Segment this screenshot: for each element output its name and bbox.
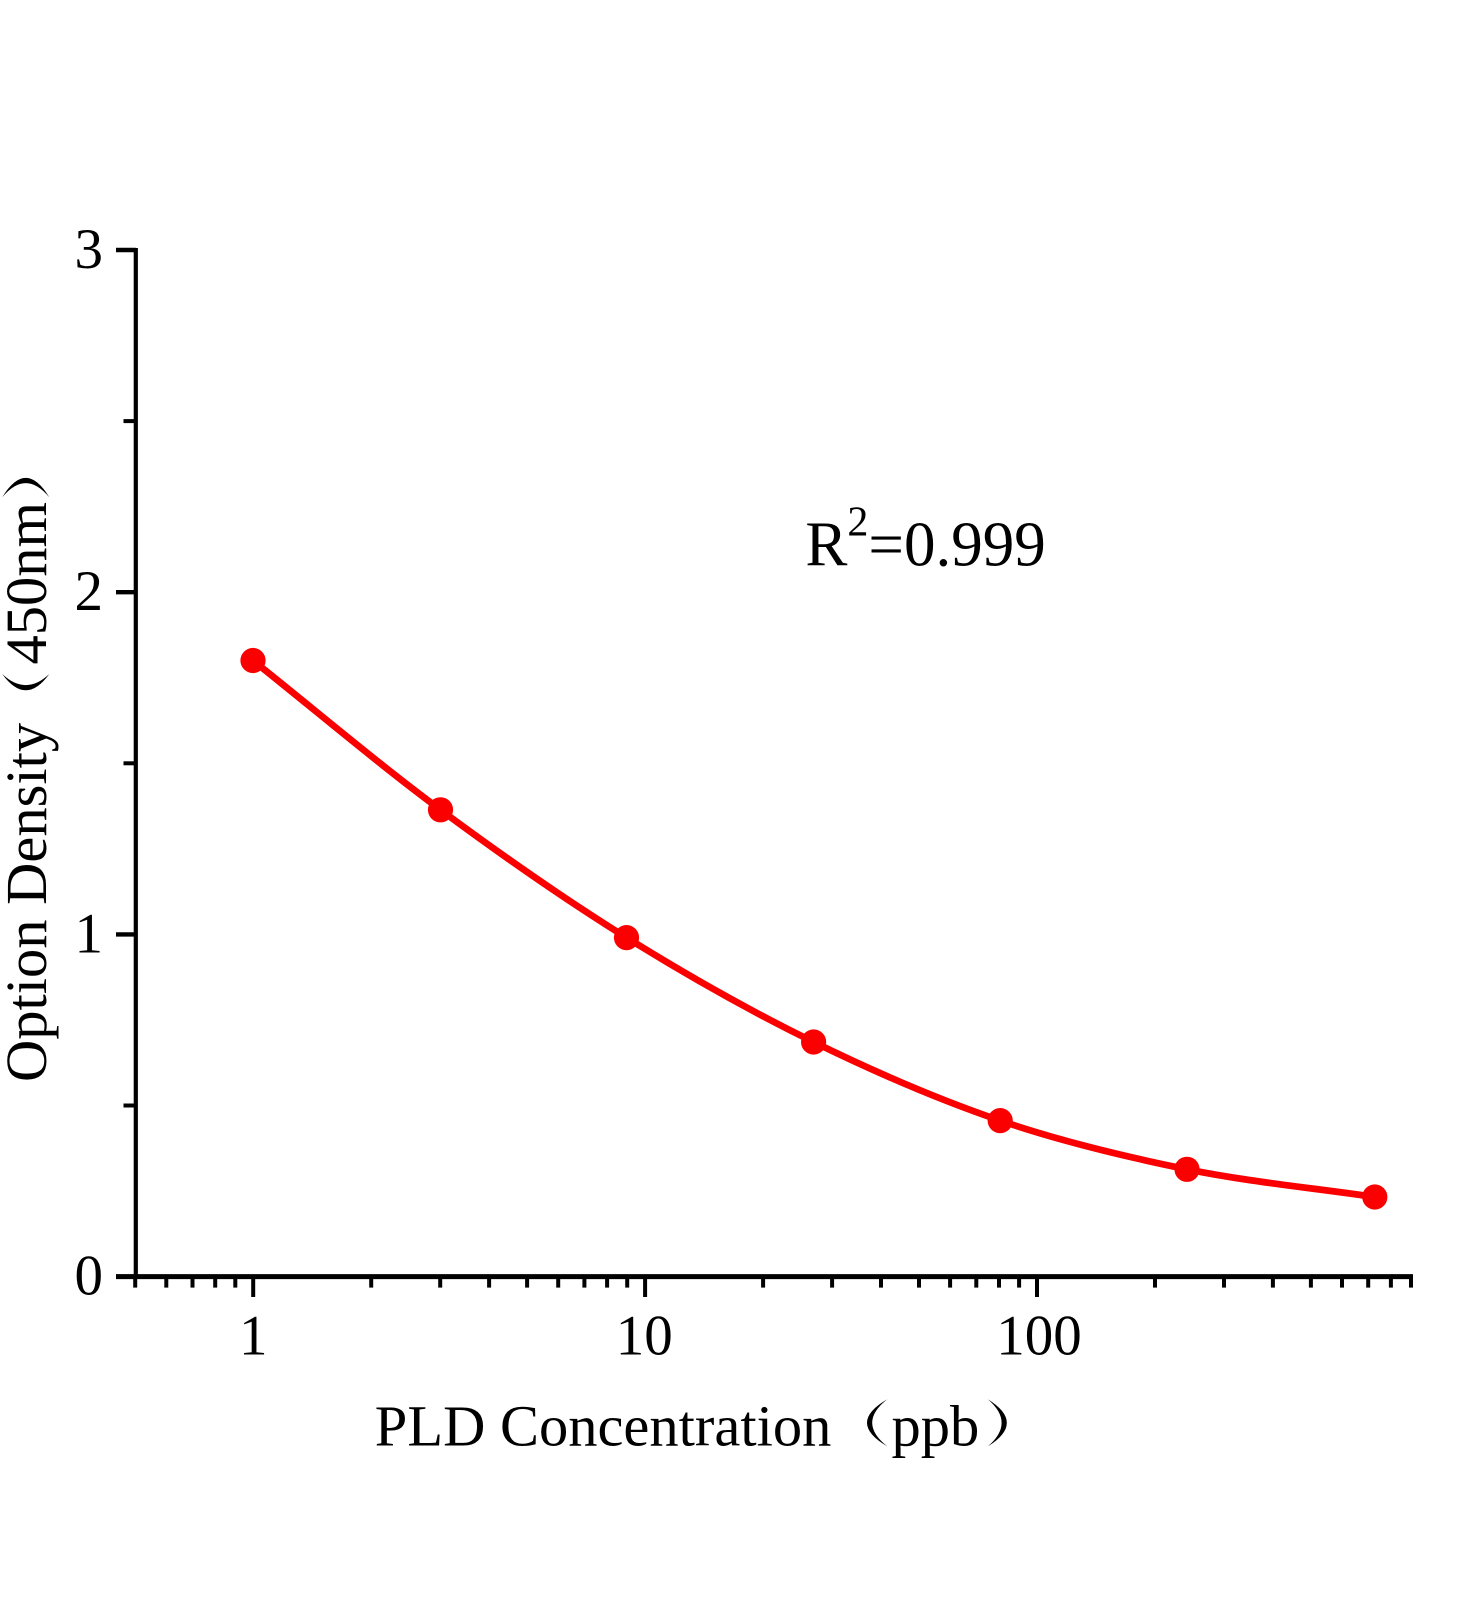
svg-text:ppb: ppb xyxy=(892,1394,980,1459)
svg-text:PLD Concentration: PLD Concentration xyxy=(375,1394,832,1459)
svg-text:100: 100 xyxy=(996,1305,1082,1368)
svg-text:R2=0.999: R2=0.999 xyxy=(805,500,1045,580)
svg-text:3: 3 xyxy=(75,218,104,281)
svg-text:Option Density: Option Density xyxy=(0,722,59,1082)
svg-text:0: 0 xyxy=(75,1245,104,1308)
svg-text:10: 10 xyxy=(616,1305,673,1368)
svg-text:2: 2 xyxy=(75,560,104,623)
svg-text:1: 1 xyxy=(75,902,104,965)
svg-text:450nm: 450nm xyxy=(0,502,59,665)
svg-text:1: 1 xyxy=(239,1305,268,1368)
